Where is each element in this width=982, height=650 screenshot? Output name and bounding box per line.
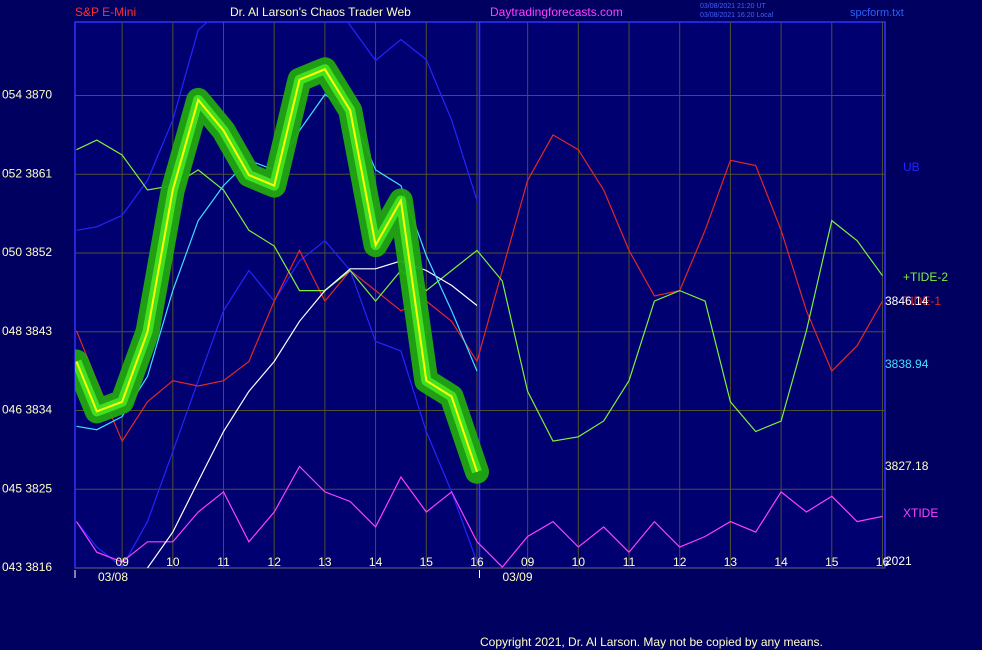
y-tick-label: 048 3843 [2,324,52,338]
series-line [75,134,884,443]
header-stamp: 03/08/2021 21:20 UT [700,3,766,10]
header-stamp: 03/08/2021 16:20 Local [700,12,774,19]
value-label: 2021 [885,554,912,568]
series-line [76,139,883,442]
value-label: 3846.14 [885,294,929,308]
y-tick-label: 046 3834 [2,403,52,417]
copyright: Copyright 2021, Dr. Al Larson. May not b… [480,635,823,649]
y-tick-label: 052 3861 [2,166,52,180]
header-site: Daytradingforecasts.com [490,5,623,19]
x-tick-label: 16 [876,555,890,569]
series-line [76,465,883,568]
y-tick-label: 050 3852 [2,245,52,259]
x-tick-label: 15 [825,555,839,569]
x-tick-label: 12 [673,555,687,569]
date-label: 03/08 [98,570,128,584]
x-tick-label: 13 [318,555,332,569]
legend-label: +TIDE-2 [903,270,948,284]
legend-label: UB [903,160,920,174]
series-group [75,22,884,568]
x-tick-label: 14 [369,555,383,569]
value-label: 3838.94 [885,357,929,371]
x-tick-label: 15 [420,555,434,569]
x-tick-label: 11 [217,555,230,569]
x-tick-label: 12 [268,555,282,569]
value-label: 3827.18 [885,459,929,473]
x-tick-label: 14 [774,555,788,569]
labels: 043 3816 045 3825 046 3834 048 3843 050 3852… [2,88,948,585]
x-tick-label: 16 [470,555,484,569]
series-line [75,68,478,473]
x-tick-label: 11 [623,555,636,569]
x-tick-label: 09 [115,555,129,569]
x-tick-label: 13 [724,555,738,569]
chart-title: Dr. Al Larson's Chaos Trader Web [230,5,411,19]
x-tick-label: 09 [521,555,535,569]
y-tick-label: 054 3870 [2,88,52,102]
date-label: 03/09 [502,570,532,584]
y-tick-label: 043 3816 [2,560,52,574]
x-tick-label: 10 [572,555,586,569]
legend-label: XTIDE [903,506,938,520]
y-tick-label: 045 3825 [2,481,52,495]
x-tick-label: 10 [166,555,180,569]
series-line [76,22,478,231]
header-left: S&P E-Mini [75,5,136,19]
legend-label: TIDE-1 [903,294,941,308]
header-file: spcform.txt [850,7,904,19]
